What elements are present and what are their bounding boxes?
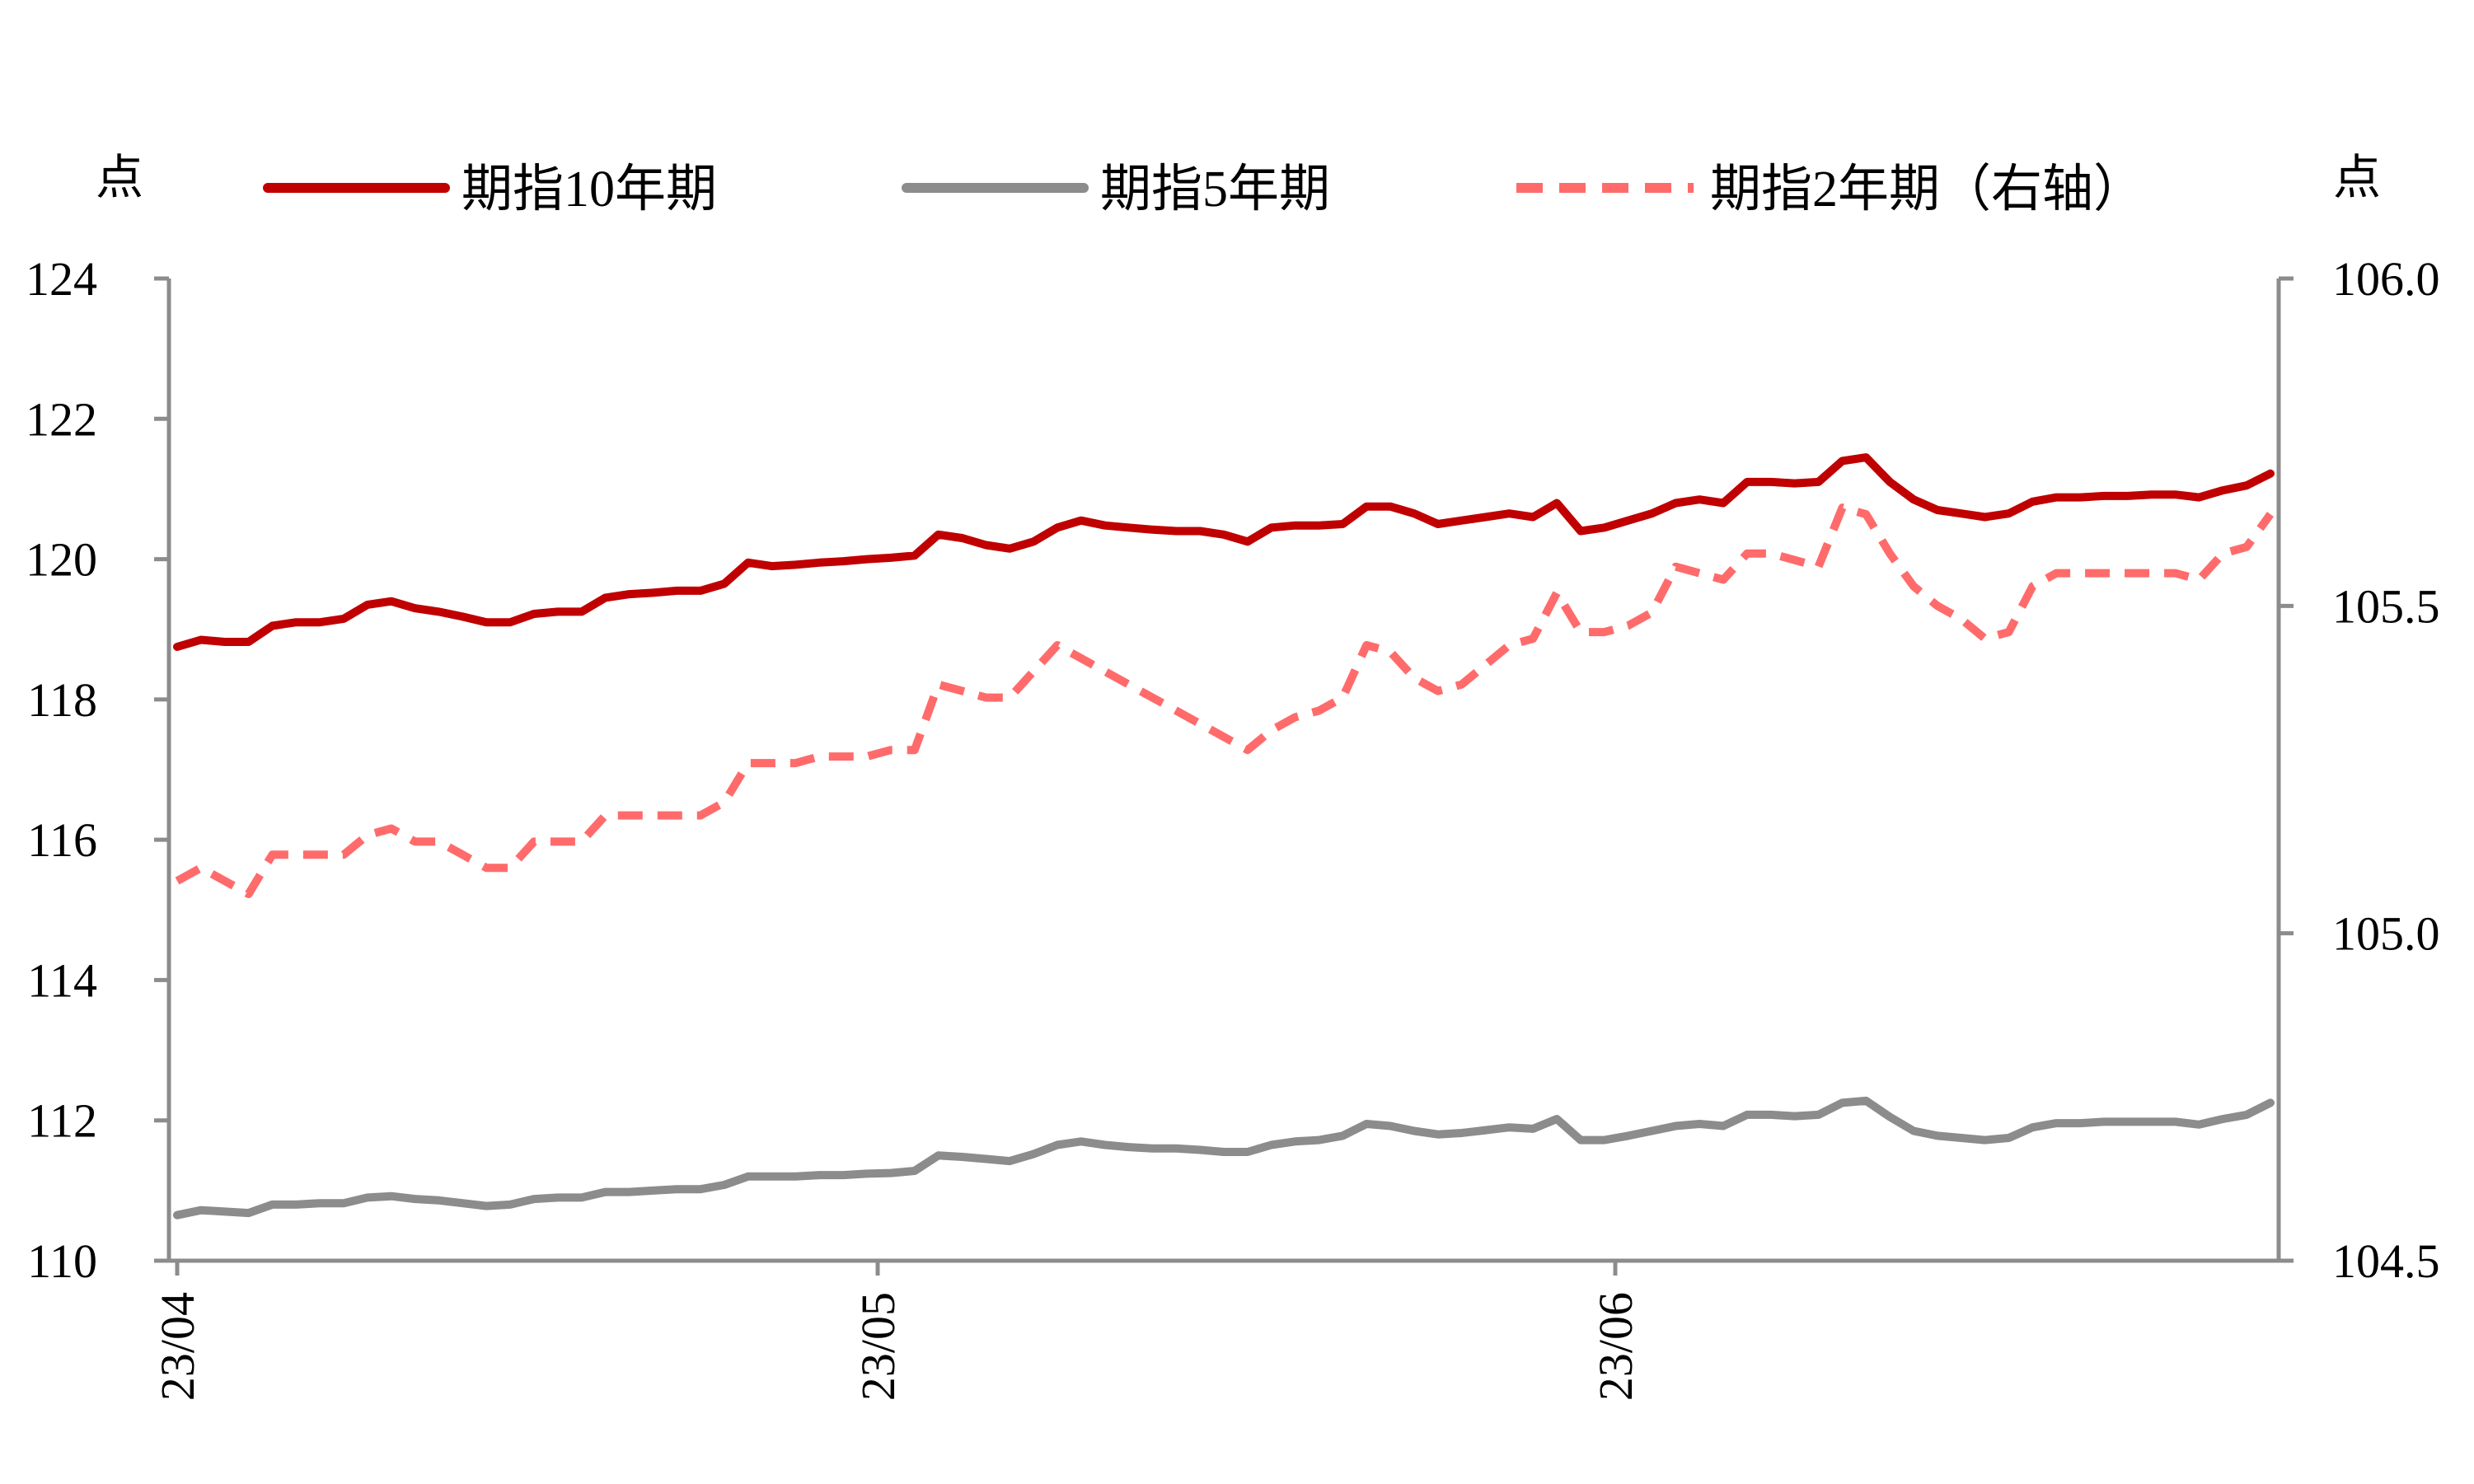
legend-label-5y: 期指5年期 [1100, 162, 1330, 218]
series-group [173, 453, 2275, 1220]
right-axis-unit: 点 [2333, 151, 2381, 204]
x-tick-label-2: 23/06 [1589, 1292, 1642, 1401]
left-tick-label-6: 122 [26, 392, 97, 446]
x-tick-label-1: 23/05 [851, 1292, 905, 1401]
x-tick-label-0: 23/04 [151, 1292, 204, 1401]
right-tick-label-2: 105.5 [2332, 579, 2440, 633]
legend-label-2y: 期指2年期（右轴） [1710, 162, 2144, 218]
legend-label-10y: 期指10年期 [462, 162, 717, 218]
left-axis-unit: 点 [96, 151, 143, 204]
legend: 期指10年期 期指5年期 期指2年期（右轴） [263, 162, 2144, 218]
left-tick-label-7: 124 [26, 252, 97, 306]
right-axis-ticks: 104.5 105.0 105.5 106.0 [2279, 252, 2440, 1288]
x-axis-ticks: 23/04 23/05 23/06 [151, 1261, 1642, 1401]
left-tick-label-3: 116 [27, 813, 97, 867]
series-line-5y [173, 1096, 2275, 1220]
right-tick-label-1: 105.0 [2332, 907, 2440, 961]
series-line-10y [173, 453, 2275, 651]
series-line-2y [175, 503, 2275, 898]
left-tick-label-5: 120 [26, 533, 97, 587]
right-tick-label-3: 106.0 [2332, 252, 2440, 306]
right-tick-label-0: 104.5 [2332, 1234, 2440, 1288]
left-tick-label-0: 110 [27, 1234, 97, 1288]
left-tick-label-4: 118 [27, 673, 97, 727]
left-tick-label-2: 114 [27, 953, 97, 1007]
left-tick-label-1: 112 [27, 1094, 97, 1148]
left-axis-ticks: 110 112 114 116 118 120 122 124 [26, 252, 169, 1288]
